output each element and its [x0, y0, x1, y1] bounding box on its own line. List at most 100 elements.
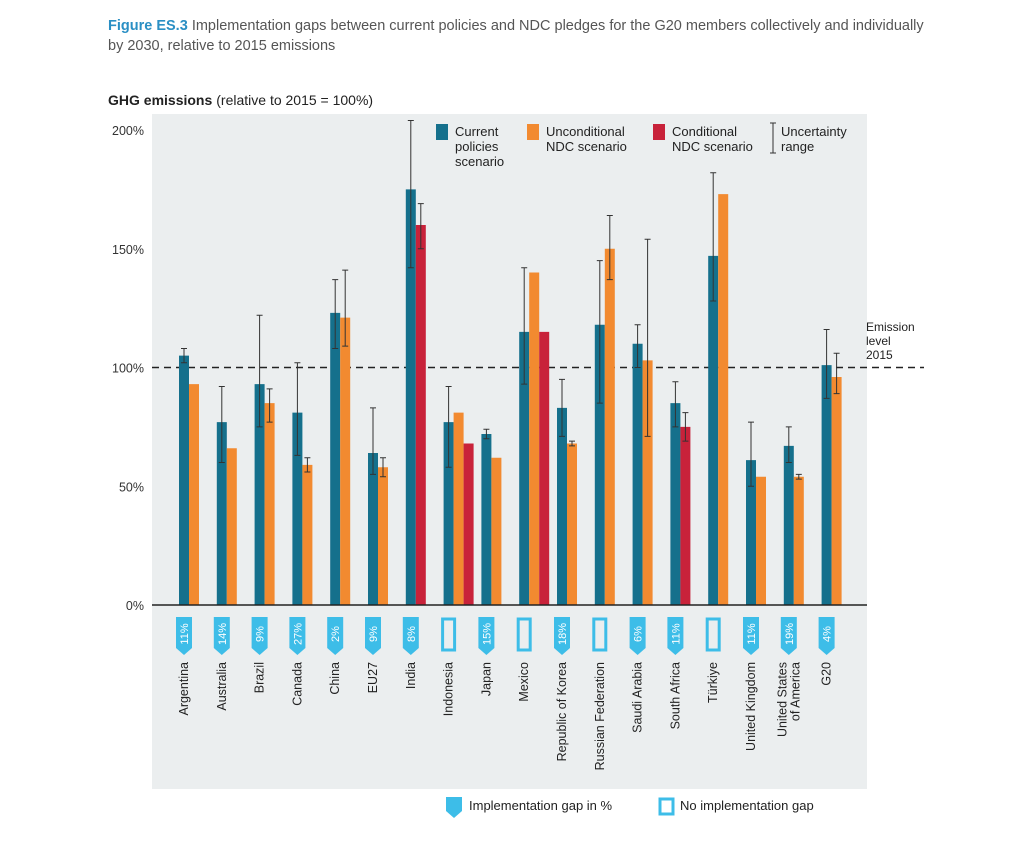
y-tick-label: 50%: [119, 480, 144, 494]
gap-marker: [327, 617, 344, 655]
bottom-legend-gap-label: Implementation gap in %: [469, 798, 613, 813]
gap-value: 18%: [557, 623, 569, 645]
bar-unconditional: [453, 412, 464, 605]
bottom-legend-no-gap-swatch: [658, 797, 675, 816]
legend-swatch-unconditional: [527, 124, 539, 140]
bar-unconditional: [567, 443, 577, 605]
gap-value: 15%: [481, 623, 493, 645]
category-label: Indonesia: [442, 662, 456, 716]
legend-label-conditional: Conditional: [672, 124, 737, 139]
gap-value: 11%: [670, 623, 682, 644]
no-gap-marker: [516, 617, 532, 652]
bar-current: [557, 407, 567, 605]
x-labels-group: Argentina Australia Brazil Canada China EU27 I…: [177, 662, 834, 770]
legend-label-uncertainty: range: [781, 139, 814, 154]
bar-current: [708, 255, 719, 605]
bar-current: [443, 422, 454, 605]
gap-marker: [176, 617, 192, 655]
gap-value: 6%: [633, 626, 645, 642]
gap-value: 14%: [217, 623, 229, 645]
gap-value: 4%: [822, 626, 834, 642]
bottom-legend-gap-swatch: [446, 797, 462, 818]
gap-marker: [251, 617, 268, 655]
chart-title: GHG emissions (relative to 2015 = 100%): [108, 92, 373, 108]
reference-line-label: Emission: [866, 320, 915, 334]
gap-marker: [478, 617, 495, 655]
gap-value: 9%: [255, 626, 267, 642]
category-label: Saudi Arabia: [631, 662, 645, 733]
gap-value: 11%: [179, 623, 191, 644]
gap-markers-group: 11% 14% 9% 27% 2% 9% 8% 15% 18% 6% 11% 11% 19% 4%: [176, 617, 835, 655]
legend-label-current: Current: [455, 124, 499, 139]
category-label: Japan: [479, 662, 493, 696]
legend-label-unconditional: NDC scenario: [546, 139, 627, 154]
bar-unconditional: [378, 467, 388, 605]
category-label: South Africa: [668, 662, 682, 729]
legend-swatch-current: [436, 124, 448, 140]
bar-current: [746, 460, 756, 605]
bar-conditional: [680, 426, 691, 605]
legend-label-unconditional: Unconditional: [546, 124, 625, 139]
gap-marker: [667, 617, 684, 655]
category-label: Türkiye: [706, 662, 720, 703]
category-label: EU27: [366, 662, 380, 693]
category-label: United Kingdom: [744, 662, 758, 751]
category-label: China: [328, 662, 342, 695]
bottom-legend-no-gap-label: No implementation gap: [680, 798, 814, 813]
bar-current: [405, 189, 416, 605]
bar-unconditional: [340, 317, 351, 605]
bar-current: [670, 403, 681, 605]
bar-current: [632, 343, 643, 605]
bar-unconditional: [302, 464, 313, 605]
y-tick-label: 150%: [112, 243, 144, 257]
bar-current: [179, 355, 189, 605]
gap-value: 2%: [330, 626, 342, 642]
legend: CurrentpoliciesscenarioUnconditionalNDC …: [436, 122, 847, 169]
bar-conditional: [463, 443, 474, 605]
legend-label-current: policies: [455, 139, 499, 154]
bar-unconditional: [491, 457, 502, 605]
gap-value: 9%: [368, 626, 380, 642]
gap-marker: [402, 617, 419, 655]
reference-line-label: level: [866, 334, 891, 348]
gap-marker: [365, 617, 381, 655]
bar-unconditional: [793, 476, 804, 605]
gap-marker: [780, 617, 797, 655]
bar-unconditional: [529, 272, 540, 605]
bar-unconditional: [642, 360, 653, 605]
category-label: of America: [788, 662, 802, 721]
gap-value: 27%: [292, 623, 304, 645]
bar-current: [254, 384, 265, 605]
category-label: Brazil: [253, 662, 267, 693]
bar-conditional: [415, 225, 426, 605]
bar-unconditional: [718, 194, 729, 605]
legend-label-uncertainty: Uncertainty: [781, 124, 847, 139]
gap-value: 8%: [406, 626, 418, 642]
category-label: G20: [820, 662, 834, 686]
bottom-legend: Implementation gap in % No implementation…: [446, 797, 814, 818]
gap-marker: [213, 617, 230, 655]
gap-value: 19%: [784, 623, 796, 645]
figure-caption: Figure ES.3 Implementation gaps between …: [108, 16, 928, 56]
bar-unconditional: [189, 384, 199, 605]
bar-current: [594, 324, 605, 605]
category-label: United States: [775, 662, 789, 737]
bar-current: [519, 331, 530, 605]
chart-title-note: (relative to 2015 = 100%): [216, 92, 373, 108]
category-label: Mexico: [517, 662, 531, 702]
gap-marker: [743, 617, 759, 655]
category-label: Australia: [215, 662, 229, 711]
legend-label-conditional: NDC scenario: [672, 139, 753, 154]
bar-conditional: [539, 331, 550, 605]
y-axis: 0% 50% 100% 150% 200%: [112, 124, 144, 613]
gap-marker: [554, 617, 570, 655]
bar-current: [292, 412, 303, 605]
bar-current: [821, 365, 832, 605]
bar-current: [481, 434, 492, 605]
gap-value: 11%: [746, 623, 758, 644]
y-tick-label: 0%: [126, 599, 144, 613]
figure-caption-text: Implementation gaps between current poli…: [108, 18, 924, 54]
chart-title-main: GHG emissions: [108, 92, 212, 108]
bar-current: [368, 453, 378, 605]
no-gap-marker: [592, 617, 608, 652]
